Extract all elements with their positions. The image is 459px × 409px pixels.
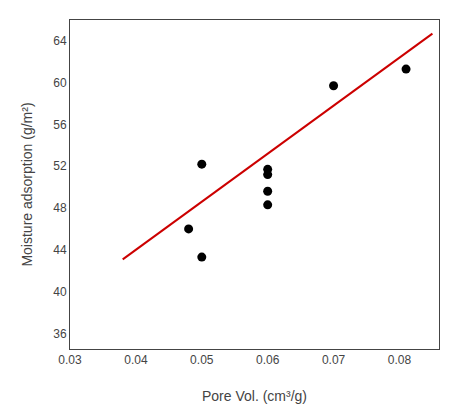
svg-text:52: 52 bbox=[53, 159, 67, 173]
svg-text:56: 56 bbox=[53, 118, 67, 132]
svg-text:44: 44 bbox=[53, 243, 67, 257]
svg-text:0.08: 0.08 bbox=[388, 353, 412, 367]
svg-text:36: 36 bbox=[53, 327, 67, 341]
svg-text:0.06: 0.06 bbox=[256, 353, 280, 367]
svg-text:0.03: 0.03 bbox=[58, 353, 82, 367]
svg-text:40: 40 bbox=[53, 285, 67, 299]
svg-text:0.05: 0.05 bbox=[190, 353, 214, 367]
svg-text:48: 48 bbox=[53, 201, 67, 215]
svg-text:Moisture adsorption (g/m²): Moisture adsorption (g/m²) bbox=[19, 102, 35, 266]
svg-text:60: 60 bbox=[53, 76, 67, 90]
svg-text:64: 64 bbox=[53, 34, 67, 48]
svg-text:Pore Vol. (cm³/g): Pore Vol. (cm³/g) bbox=[202, 388, 307, 404]
svg-text:0.07: 0.07 bbox=[322, 353, 346, 367]
svg-text:0.04: 0.04 bbox=[124, 353, 148, 367]
